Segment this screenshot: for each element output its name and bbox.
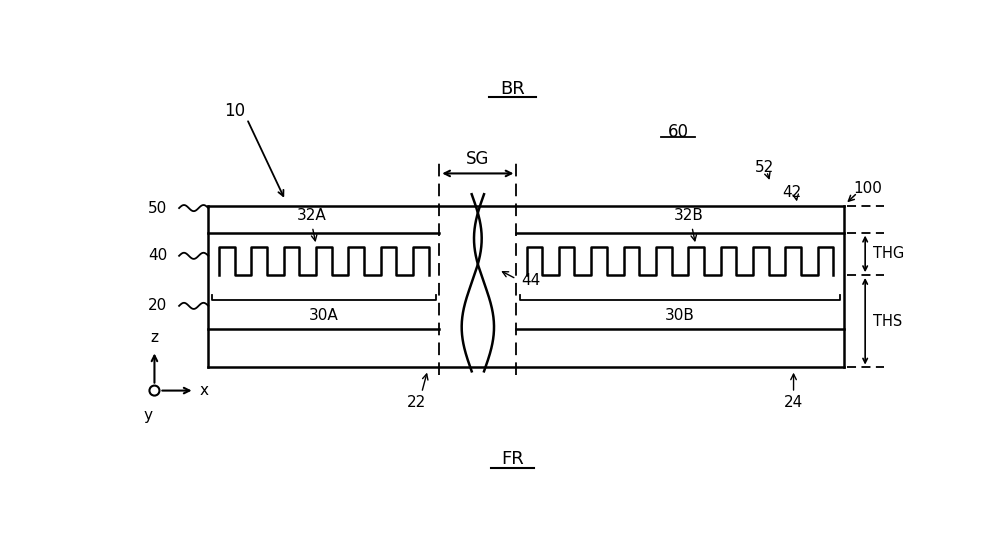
Text: SG: SG (466, 150, 490, 168)
Text: BR: BR (500, 80, 525, 98)
Text: 20: 20 (148, 298, 168, 313)
Text: 40: 40 (148, 248, 168, 263)
Text: FR: FR (501, 450, 524, 468)
Text: 24: 24 (784, 394, 803, 410)
Text: 22: 22 (407, 394, 426, 410)
Text: 52: 52 (755, 160, 774, 175)
Text: 10: 10 (224, 102, 245, 120)
Text: 44: 44 (522, 273, 541, 288)
Text: y: y (144, 408, 153, 422)
Text: 32B: 32B (674, 208, 704, 224)
Text: THG: THG (873, 246, 904, 261)
Text: 30B: 30B (665, 309, 695, 323)
Text: 100: 100 (853, 181, 882, 196)
Text: z: z (150, 330, 158, 345)
Text: 60: 60 (668, 124, 689, 141)
Text: THS: THS (873, 314, 902, 329)
Text: 32A: 32A (297, 208, 327, 224)
Text: 30A: 30A (309, 309, 339, 323)
Text: 42: 42 (782, 185, 801, 200)
Text: x: x (200, 383, 209, 398)
Text: 50: 50 (148, 201, 168, 216)
